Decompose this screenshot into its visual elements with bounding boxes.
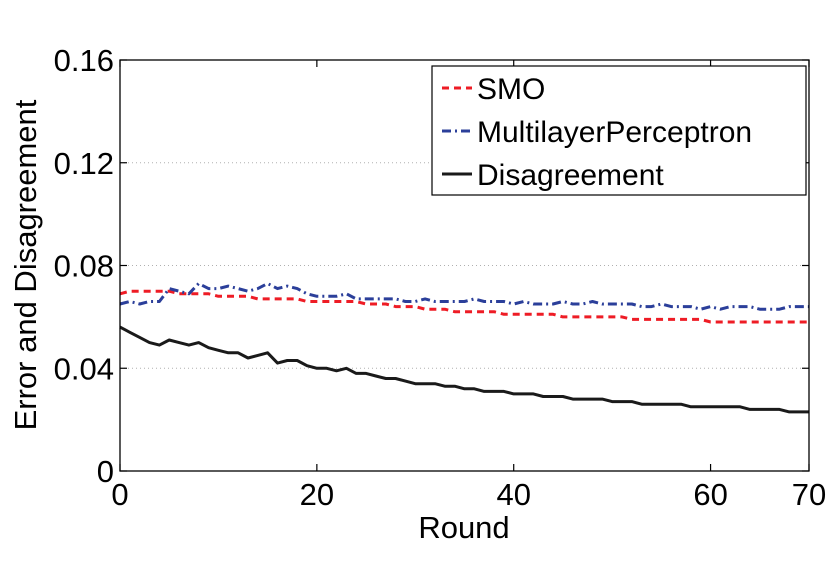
y-tick-label: 0.08	[54, 249, 114, 284]
series-line-multilayerperceptron	[119, 282, 809, 311]
series-line-smo	[119, 289, 809, 324]
x-tick-label: 40	[496, 477, 530, 512]
y-tick-label: 0.12	[54, 146, 114, 181]
x-tick-label: 20	[300, 477, 334, 512]
legend: SMO MultilayerPerceptron Disagreement	[431, 65, 807, 196]
x-tick-label: 60	[693, 477, 727, 512]
y-tick-label: 0.16	[54, 43, 114, 78]
legend-label: MultilayerPerceptron	[477, 116, 752, 149]
y-tick-label: 0.04	[54, 351, 114, 386]
legend-box	[431, 65, 807, 196]
series-line-disagreement	[119, 325, 809, 414]
axis-tick-labels: 0 0.04 0.08 0.12 0.16 0 20 40 60 70	[54, 43, 827, 512]
series-lines	[119, 282, 809, 414]
x-tick-label: 0	[111, 477, 128, 512]
x-axis-title: Round	[418, 510, 509, 545]
legend-label: Disagreement	[477, 159, 664, 192]
x-tick-label: 70	[792, 477, 826, 512]
y-tick-label: 0	[97, 454, 114, 489]
legend-label: SMO	[477, 73, 545, 106]
y-axis-title: Error and Disagreement	[8, 99, 43, 430]
